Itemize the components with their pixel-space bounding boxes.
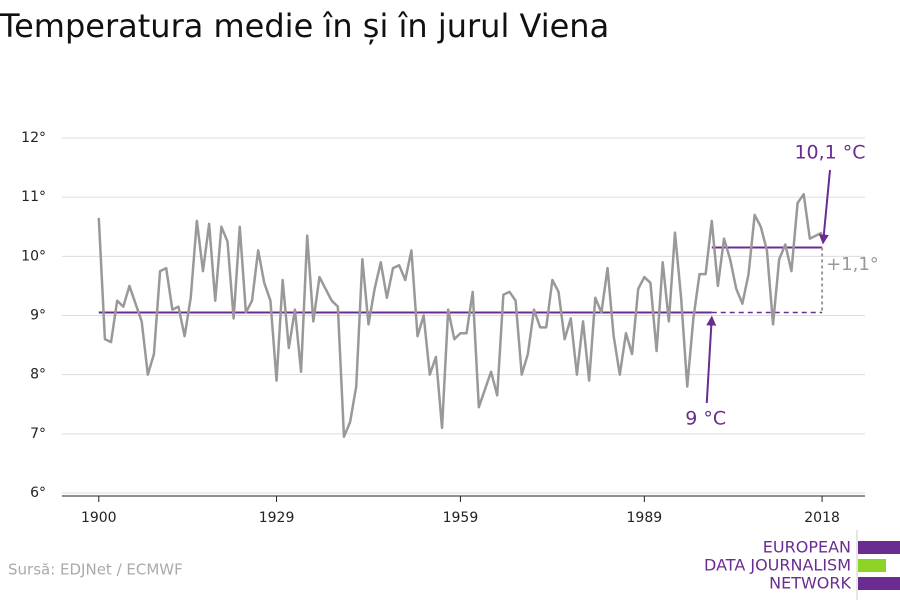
line [97,192,823,439]
x-tick-label: 1900 [81,510,117,526]
annotation: 10,1 °C [794,142,865,164]
y-tick-label: 10° [21,248,46,264]
logo-text: DATA JOURNALISM [704,556,851,575]
x-tick-label: 2018 [804,510,840,526]
annotation: 9 °C [685,408,726,430]
logo-bar [858,559,886,572]
x-tick-label: 1959 [443,510,479,526]
annotation-arrow [818,169,831,245]
y-tick-label: 9° [30,308,46,324]
y-tick-label: 11° [21,189,46,205]
x-tick-label: 1929 [259,510,295,526]
source: Sursă: EDJNet / ECMWF [8,561,183,579]
chart-title: Temperatura medie în și în jurul Viena [0,7,609,45]
y-tick-label: 6° [30,485,46,501]
y-tick-label: 12° [21,130,46,146]
x-tick-label: 1989 [627,510,663,526]
logo-bar [858,541,900,554]
y-tick-label: 8° [30,367,46,383]
annotation-arrow [705,315,717,404]
difference-label: +1,1° [826,254,879,275]
logo: EUROPEAN DATA JOURNALISM NETWORK [704,530,900,600]
logo-text: EUROPEAN [763,538,851,557]
logo-bar [858,577,900,590]
logo-text: NETWORK [769,574,851,593]
y-tick-label: 7° [30,426,46,442]
